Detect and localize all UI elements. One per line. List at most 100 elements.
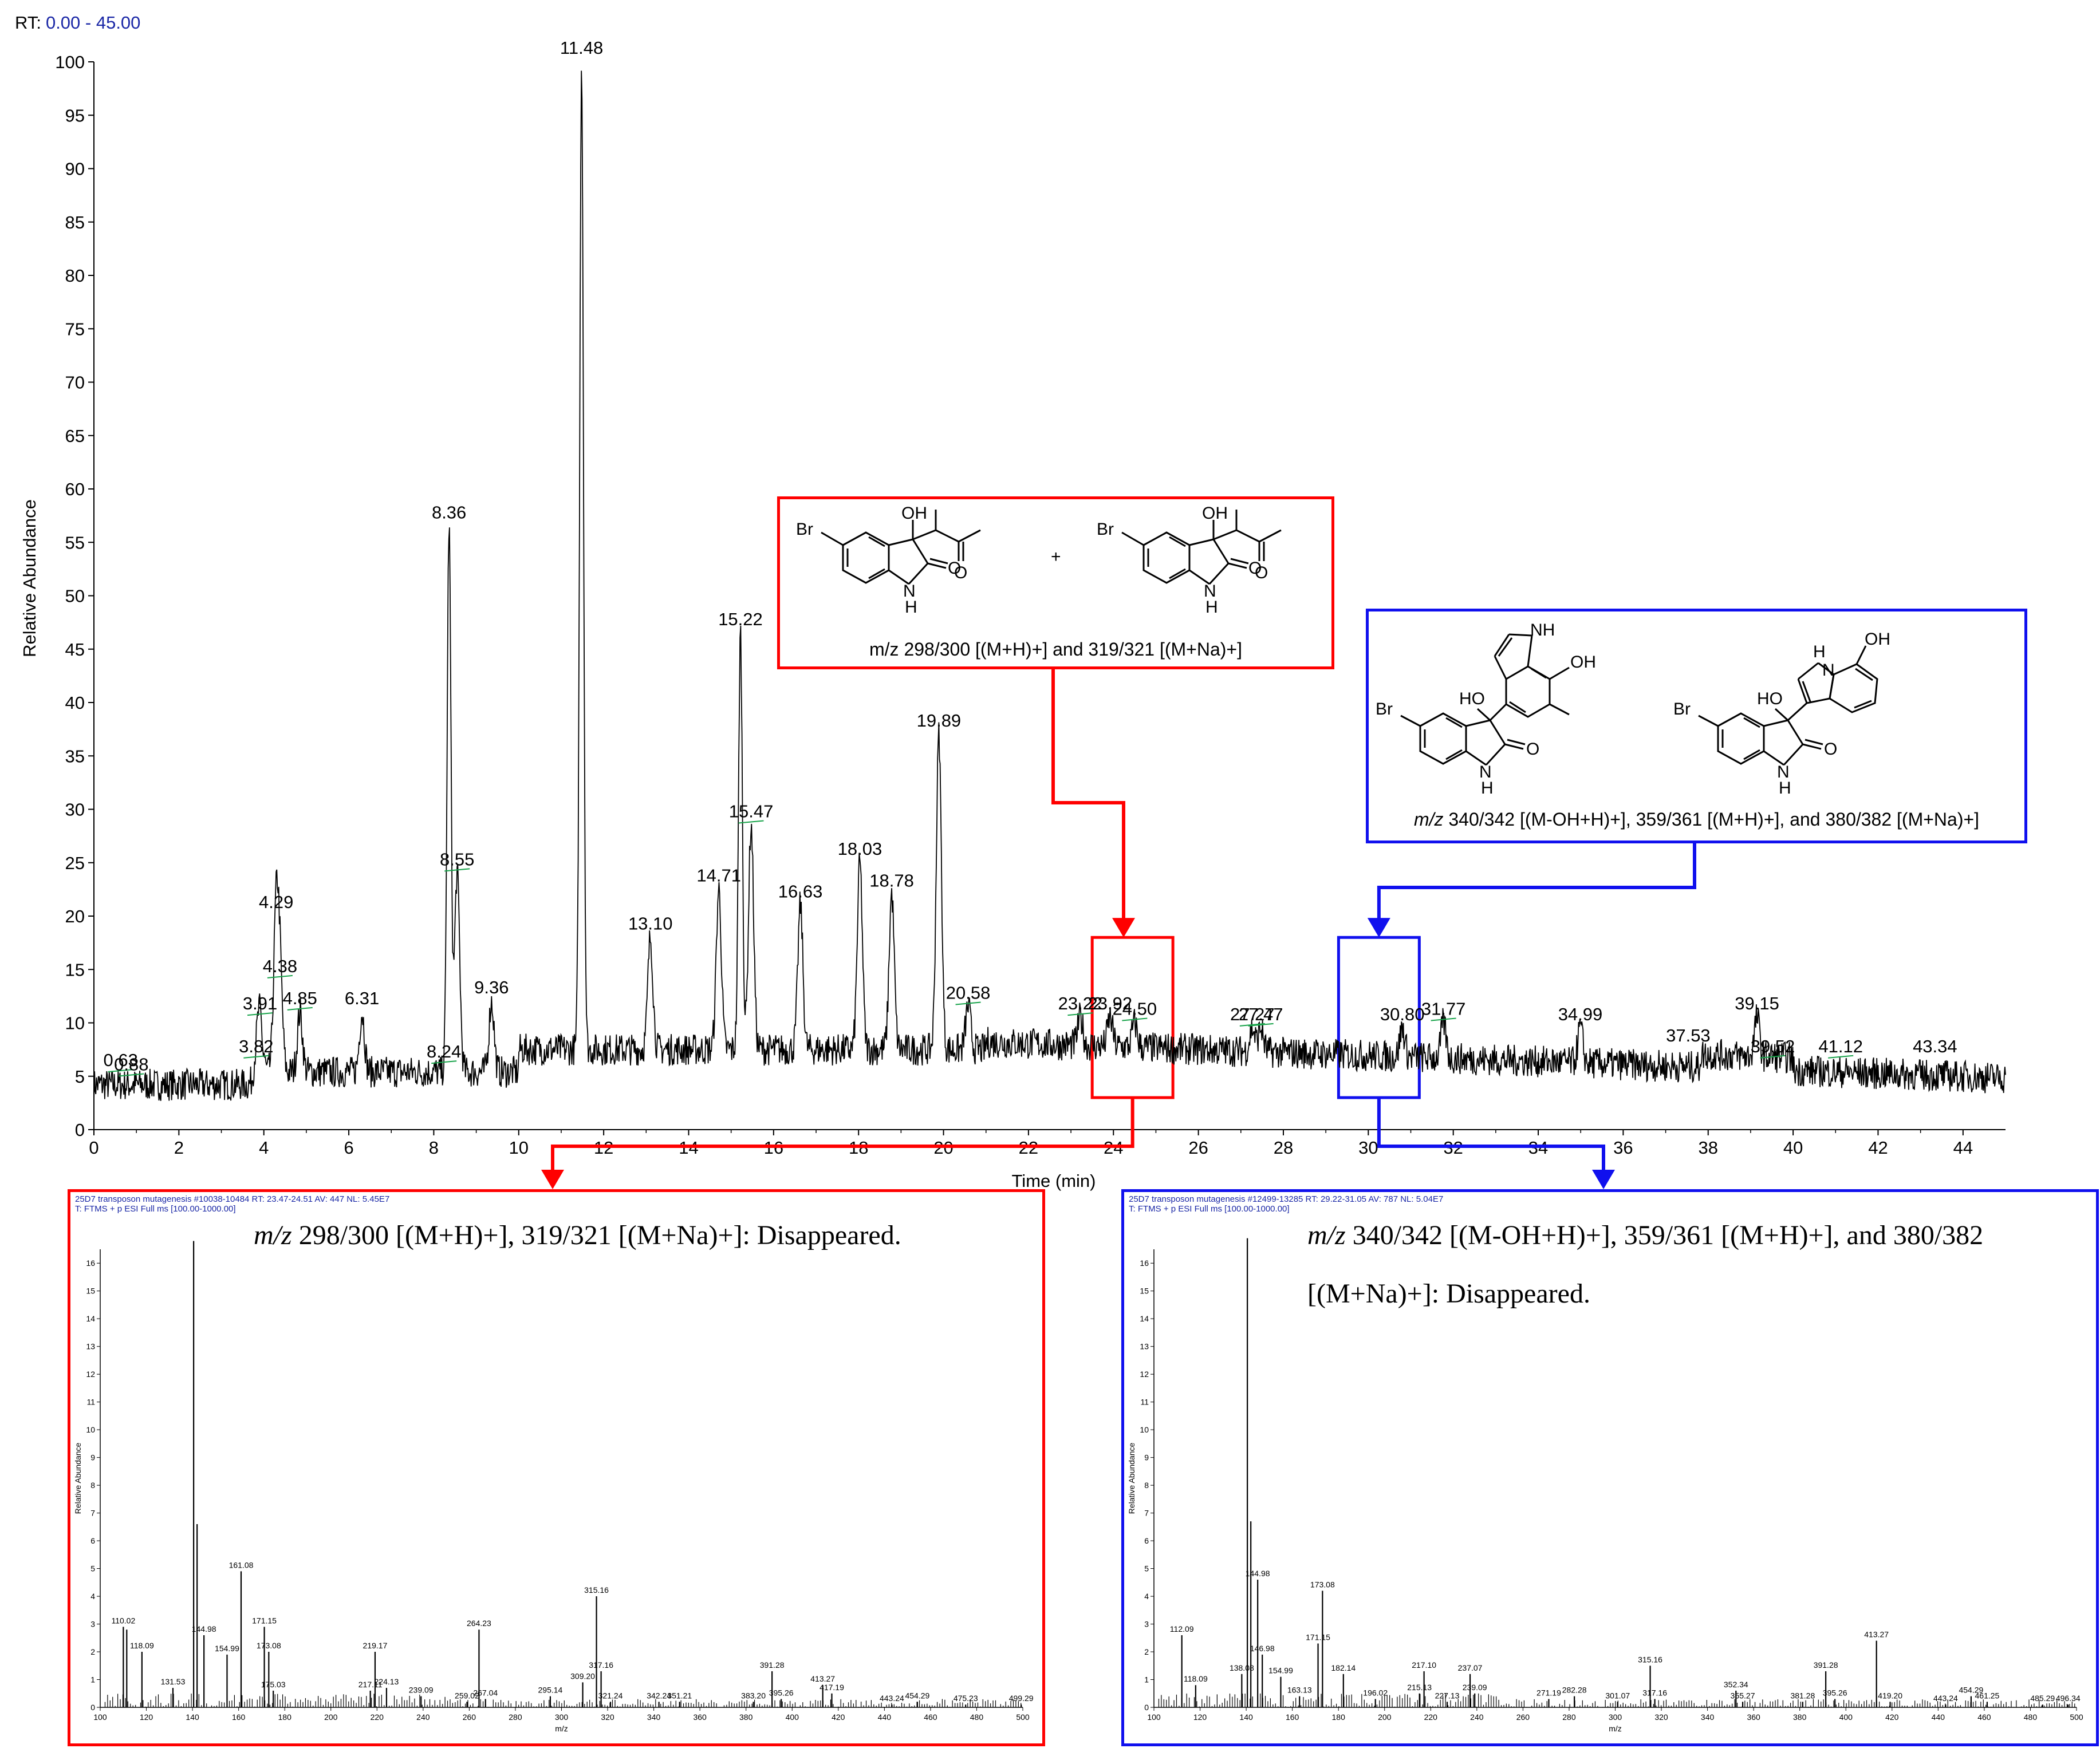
ms-x-tick-label: 380 — [1793, 1712, 1807, 1722]
ms-peak-label: 267.04 — [473, 1688, 498, 1697]
ms-y-tick-label: 16 — [1140, 1258, 1149, 1268]
red-arrow-to-spectrum-head — [541, 1170, 564, 1189]
red-structure-caption: m/z 298/300 [(M+H)+] and 319/321 [(M+Na)… — [869, 639, 1242, 660]
ms-y-tick-label: 14 — [1140, 1314, 1149, 1323]
ms-peak-label: 217.10 — [1412, 1660, 1436, 1670]
ms-x-tick-label: 120 — [140, 1712, 153, 1722]
ms-peak-label: 173.08 — [257, 1641, 281, 1650]
ms-peak-label: 138.08 — [1230, 1663, 1254, 1672]
ms-y-tick-label: 0 — [90, 1703, 95, 1712]
ms-x-tick-label: 320 — [1654, 1712, 1668, 1722]
ms-x-tick-label: 200 — [324, 1712, 338, 1722]
inset-blue-note-line2: [(M+Na)+]: Disappeared. — [1307, 1279, 1590, 1309]
ms-peak-label: 352.34 — [1724, 1680, 1748, 1689]
plus-sign: + — [1051, 547, 1061, 566]
peak-label: 18.78 — [869, 871, 914, 891]
atom-o: O — [1255, 563, 1268, 582]
ms-peak-label: 239.09 — [1463, 1683, 1487, 1692]
x-tick-label: 30 — [1358, 1138, 1378, 1158]
ms-peak-label: 131.53 — [161, 1677, 186, 1686]
ms-y-tick-label: 12 — [86, 1370, 95, 1379]
atom-h: H — [1205, 598, 1218, 617]
ms-x-tick-label: 240 — [416, 1712, 430, 1722]
ms-peak-label: 461.25 — [1975, 1691, 2000, 1700]
ms-x-tick-label: 220 — [1424, 1712, 1438, 1722]
y-tick-label: 60 — [65, 479, 85, 499]
ms-x-tick-label: 420 — [832, 1712, 845, 1722]
chromatogram-chart: Relative Abundance Time (min) 0510152025… — [19, 38, 2006, 1191]
ms-x-tick-label: 100 — [93, 1712, 107, 1722]
atom-h: H — [1779, 779, 1791, 798]
ms-peak-label: 315.16 — [584, 1585, 609, 1595]
peak-label: 39.52 — [1751, 1036, 1795, 1056]
ms-peak-label: 144.98 — [192, 1624, 216, 1633]
ms-y-tick-label: 3 — [90, 1620, 95, 1629]
ms-peak-label: 301.07 — [1605, 1691, 1630, 1700]
atom-oh: OH — [901, 504, 927, 523]
red-arrow-to-window — [1051, 666, 1125, 921]
x-tick-label: 2 — [174, 1138, 184, 1158]
y-tick-label: 45 — [65, 640, 85, 660]
blue-arrow-to-window — [1377, 841, 1696, 921]
y-tick-label: 100 — [55, 52, 85, 72]
y-tick-label: 95 — [65, 105, 85, 125]
ms-y-tick-label: 11 — [86, 1398, 95, 1407]
ms-x-tick-label: 260 — [463, 1712, 476, 1722]
y-tick-label: 20 — [65, 906, 85, 926]
peak-label: 4.29 — [259, 892, 293, 912]
isatin-ketone-structures: Br OH N H O O + Br OH N H O O — [796, 504, 1282, 617]
ms-y-tick-label: 15 — [86, 1287, 95, 1296]
atom-h: H — [905, 598, 917, 617]
ms-y-axis-label: Relative Abundance — [1127, 1443, 1136, 1514]
inset-blue-note-mz: m/z — [1307, 1220, 1346, 1250]
ms-peak-label: 485.29 — [2030, 1694, 2055, 1703]
blue-structure-caption: m/z 340/342 [(M-OH+H)+], 359/361 [(M+H)+… — [1369, 809, 2024, 830]
peak-label: 34.99 — [1558, 1004, 1603, 1024]
ms-peak-label: 171.15 — [1306, 1632, 1330, 1641]
y-tick-label: 0 — [75, 1120, 85, 1140]
y-tick-label: 85 — [65, 212, 85, 232]
ms-x-axis-label: m/z — [1609, 1724, 1622, 1733]
blue-caption-mz: m/z — [1413, 809, 1444, 830]
ms-y-tick-label: 10 — [86, 1425, 95, 1434]
ms-y-tick-label: 4 — [90, 1592, 95, 1601]
inset-blue-header-line1: 25D7 transposon mutagenesis #12499-13285… — [1129, 1194, 1444, 1204]
ms-x-tick-label: 480 — [2024, 1712, 2038, 1722]
ms-peak-label: 443.24 — [1933, 1694, 1958, 1703]
chromatogram-trace — [93, 70, 2006, 1101]
y-tick-label: 80 — [65, 266, 85, 286]
peak-label: 23.92 — [1088, 993, 1133, 1013]
ms-y-tick-label: 1 — [90, 1675, 95, 1684]
ms-x-tick-label: 300 — [555, 1712, 569, 1722]
atom-o: O — [1526, 740, 1539, 759]
rt-range-value: 0.00 - 45.00 — [45, 13, 141, 33]
ms-peak-label: 496.34 — [2056, 1694, 2081, 1703]
ms-y-tick-label: 1 — [1144, 1675, 1149, 1684]
ms-x-tick-label: 360 — [1747, 1712, 1760, 1722]
ms-peak-label: 309.20 — [570, 1671, 595, 1680]
inset-blue-header-line2: T: FTMS + p ESI Full ms [100.00-1000.00] — [1129, 1204, 1290, 1214]
ms-y-tick-label: 7 — [1144, 1509, 1149, 1518]
y-tick-label: 25 — [65, 853, 85, 873]
peak-label: 37.53 — [1666, 1025, 1711, 1045]
peak-label: 41.12 — [1818, 1036, 1863, 1056]
y-tick-label: 10 — [65, 1013, 85, 1033]
ms-peak-label: 118.09 — [1184, 1674, 1208, 1683]
y-tick-label: 15 — [65, 960, 85, 980]
ms-peak-label: 161.08 — [229, 1560, 254, 1569]
x-tick-label: 26 — [1188, 1138, 1208, 1158]
ms-x-tick-label: 160 — [1286, 1712, 1299, 1722]
peak-label: 8.36 — [432, 502, 466, 522]
y-tick-label: 70 — [65, 373, 85, 393]
x-tick-label: 0 — [89, 1138, 99, 1158]
ms-x-tick-label: 120 — [1193, 1712, 1207, 1722]
ms-y-axis-label: Relative Abundance — [73, 1443, 82, 1514]
ms-peak-label: 217.11 — [358, 1680, 383, 1689]
ms-peak-label: 295.14 — [538, 1686, 563, 1695]
ms-peak-label: 154.99 — [1268, 1666, 1293, 1675]
atom-o: O — [948, 559, 961, 578]
isatin-indole-structures: Br HO N H O NH OH Br HO N H O H N OH — [1376, 621, 1890, 798]
x-tick-label: 38 — [1699, 1138, 1718, 1158]
peak-marker — [444, 868, 470, 872]
